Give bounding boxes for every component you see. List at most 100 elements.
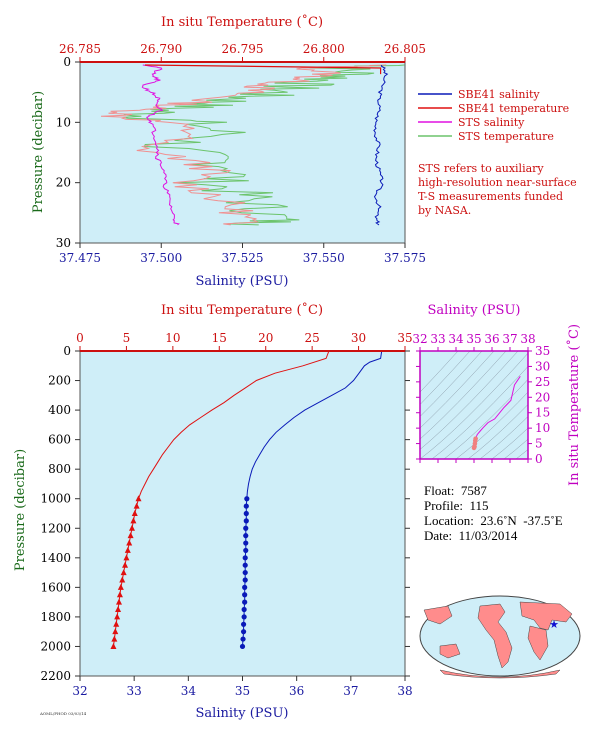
location: Location: 23.6˚N -37.5˚E (424, 513, 563, 528)
salinity-marker (240, 621, 247, 627)
temperature-marker (122, 561, 129, 568)
ts-series (471, 376, 521, 451)
map-land-asia-east (423, 605, 453, 625)
ts-temp-tick-label: 35 (535, 344, 550, 358)
near-surface-top-axis-title: In situ Temperature (˚C) (161, 14, 323, 30)
bottom-sal-tick-label: 34 (181, 684, 197, 698)
map-land-australia (439, 643, 461, 659)
bottom-temp-tick-label: 25 (305, 331, 320, 345)
full-profile-top-axis-title: In situ Temperature (˚C) (161, 302, 323, 318)
bottom-sal-tick-label: 37 (343, 684, 358, 698)
top-temp-tick-label: 26.785 (59, 42, 101, 56)
bottom-temp-tick-label: 30 (351, 331, 366, 345)
ts-density-contour (491, 427, 528, 459)
legend-label: STS temperature (458, 130, 554, 143)
salinity-marker (243, 533, 249, 539)
temperature-marker (112, 628, 119, 635)
salinity-marker (242, 584, 248, 590)
top-pressure-tick-label: 20 (56, 176, 71, 190)
ts-temp-tick-label: 20 (535, 390, 550, 404)
top-pressure-tick-label: 10 (56, 115, 71, 129)
ts-density-contour (420, 351, 507, 440)
top-temp-tick-label: 26.800 (303, 42, 345, 56)
bottom-pressure-tick-label: 1600 (40, 580, 71, 594)
bottom-pressure-tick-label: 1200 (40, 521, 71, 535)
salinity-marker (242, 555, 248, 561)
bottom-pressure-tick-label: 1800 (40, 610, 71, 624)
ts-density-contour (443, 379, 528, 459)
footer-code: AOML/PHOD 03/03/14 (39, 711, 87, 716)
bottom-temp-tick-label: 5 (123, 331, 131, 345)
float-id: Float: 7587 (424, 483, 487, 498)
bottom-sal-tick-label: 32 (72, 684, 87, 698)
salinity-marker (239, 643, 246, 650)
salinity-marker (241, 614, 247, 620)
top-pressure-tick-label: 0 (63, 55, 71, 69)
note-line: T-S measurements funded (418, 190, 563, 203)
ts-density-contour (503, 438, 528, 459)
salinity-marker (243, 518, 249, 524)
sbe-salinity-line (373, 64, 389, 226)
map-land-antarctica (439, 669, 561, 679)
temperature-marker (129, 524, 135, 531)
temperature-marker (117, 583, 124, 590)
top-temp-tick-label: 26.805 (384, 42, 426, 56)
bottom-temp-tick-label: 20 (258, 331, 273, 345)
temperature-marker (131, 510, 138, 516)
sts-temperature-line (123, 64, 405, 226)
ts-density-contour (420, 352, 528, 459)
salinity-marker (242, 562, 248, 568)
salinity-marker (243, 525, 249, 531)
bottom-pressure-tick-label: 0 (63, 344, 71, 358)
ts-sal-tick-label: 38 (520, 332, 535, 346)
top-sal-tick-label: 37.575 (384, 251, 426, 265)
ts-density-contour (420, 351, 519, 450)
legend-label: STS salinity (458, 116, 525, 129)
temperature-marker (116, 598, 122, 605)
temperature-marker (114, 613, 121, 620)
float-location-star-icon: ★ (549, 618, 559, 631)
bottom-pressure-tick-label: 1000 (40, 492, 71, 506)
ts-point (471, 445, 477, 451)
bottom-pressure-tick-label: 800 (48, 462, 71, 476)
near-surface-plot-area (80, 62, 405, 243)
bottom-sal-tick-label: 36 (289, 684, 304, 698)
legend-label: SBE41 temperature (458, 102, 569, 115)
ts-sal-tick-label: 36 (484, 332, 499, 346)
salinity-marker (243, 540, 249, 546)
bottom-pressure-tick-label: 1400 (40, 551, 71, 565)
ts-temp-tick-label: 0 (535, 452, 543, 466)
near-surface-ticks: 26.785 26.790 26.795 26.800 26.805 37.475 37.5… (56, 42, 426, 265)
ts-density-contour (515, 449, 528, 459)
full-profile-series (110, 350, 383, 650)
temperature-marker (115, 606, 122, 613)
note-line: high-resolution near-surface (418, 176, 577, 189)
salinity-marker (244, 496, 250, 502)
note-line: STS refers to auxiliary (418, 162, 544, 175)
ts-density-contour (431, 366, 528, 459)
note-line: by NASA. (418, 204, 471, 217)
top-temp-tick-label: 26.795 (222, 42, 264, 56)
temperature-marker (133, 502, 140, 509)
top-sal-tick-label: 37.550 (303, 251, 345, 265)
legend-label: SBE41 salinity (458, 88, 540, 101)
salinity-marker (243, 510, 249, 517)
bottom-sal-tick-label: 33 (127, 684, 142, 698)
bottom-temp-tick-label: 10 (165, 331, 180, 345)
bottom-sal-tick-label: 35 (235, 684, 250, 698)
near-surface-panel: 26.785 26.790 26.795 26.800 26.805 37.475 37.5… (31, 14, 577, 289)
full-profile-bottom-axis-title: Salinity (PSU) (196, 706, 289, 721)
bottom-temp-tick-label: 0 (76, 331, 84, 345)
ts-temp-tick-label: 15 (535, 406, 550, 420)
temperature-marker (120, 569, 127, 576)
salinity-marker (241, 606, 247, 613)
salinity-marker (243, 503, 249, 509)
sbe-temperature-line (144, 64, 382, 75)
top-pressure-tick-label: 30 (56, 236, 71, 250)
bottom-pressure-tick-label: 2200 (40, 669, 71, 683)
temperature-marker (130, 517, 137, 524)
temperature-marker (119, 576, 126, 583)
sts-salinity-line (141, 64, 180, 226)
